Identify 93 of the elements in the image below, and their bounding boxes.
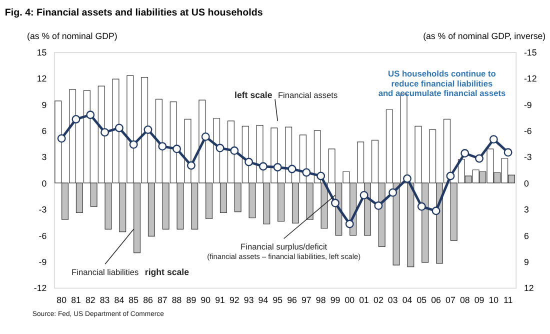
point xyxy=(460,149,470,158)
y-tick-label: -6 xyxy=(38,230,47,241)
point xyxy=(432,206,440,216)
x-tick-label: 99 xyxy=(330,294,340,305)
point xyxy=(100,128,110,137)
x-tick-label: 07 xyxy=(446,294,456,305)
y-tick-label: 3 xyxy=(42,152,47,162)
text: Financial surplus/deficit xyxy=(240,241,328,252)
point xyxy=(230,146,239,155)
point xyxy=(201,132,210,141)
annotation: left scale xyxy=(234,90,272,100)
x-tick-label: 82 xyxy=(85,294,96,305)
y2-tick-label: -12 xyxy=(524,74,537,84)
x-tick-label: 87 xyxy=(157,294,168,305)
point xyxy=(302,168,311,177)
y2-tick-label: 3 xyxy=(524,204,529,215)
x-tick-label: 09 xyxy=(474,294,484,305)
y2-tick-label: -15 xyxy=(524,47,537,58)
point xyxy=(388,188,398,197)
y2-tick-label: 6 xyxy=(524,230,529,241)
x-tick-label: 00 xyxy=(344,294,355,305)
point xyxy=(331,198,340,208)
point xyxy=(475,154,484,163)
x-tick-label: 83 xyxy=(100,294,110,305)
x-tick-label: 89 xyxy=(186,294,196,305)
x-tick-label: 10 xyxy=(488,294,499,305)
point xyxy=(273,163,282,172)
y-tick-label: 15 xyxy=(36,47,47,58)
y-tick-label: 12 xyxy=(36,74,47,84)
y2-axis-title: (as % of nominal GDP, inverse) xyxy=(423,30,546,41)
y-tick-label: 9 xyxy=(42,100,47,110)
x-tick-label: 93 xyxy=(244,294,254,305)
point xyxy=(504,148,512,157)
annotation: US households continue to reduce financial liabilities and accumulate financial assets xyxy=(378,68,506,98)
point xyxy=(86,110,95,120)
x-tick-label: 03 xyxy=(388,294,398,305)
x-tick-label: 04 xyxy=(402,294,412,305)
x-tick-label: 97 xyxy=(302,294,312,305)
y2-tick-label: 12 xyxy=(524,283,534,294)
point xyxy=(158,142,167,151)
y2-tick-label: -9 xyxy=(524,100,532,110)
x-tick-label: 11 xyxy=(503,294,513,305)
x-tick-label: 08 xyxy=(460,294,470,305)
x-tick-label: 84 xyxy=(114,294,124,305)
x-tick-label: 01 xyxy=(359,294,370,305)
y2-tick-label: 0 xyxy=(524,178,529,188)
x-tick-label: 81 xyxy=(71,294,81,305)
x-tick-label: 98 xyxy=(316,294,326,305)
point xyxy=(446,172,455,180)
y-tick-label: 0 xyxy=(42,178,47,188)
x-tick-label: 85 xyxy=(128,294,139,305)
x-tick-label: 06 xyxy=(431,294,442,305)
point xyxy=(258,162,268,171)
point xyxy=(489,135,498,144)
point xyxy=(316,172,326,180)
point xyxy=(144,125,152,134)
annotation: right scale xyxy=(144,266,190,277)
point xyxy=(57,134,66,143)
point xyxy=(114,124,124,132)
y-axis-title: (as % of nominal GDP) xyxy=(27,30,118,41)
x-tick-label: 80 xyxy=(56,294,67,305)
y2-tick-label: -3 xyxy=(524,152,532,162)
x-tick-label: 90 xyxy=(200,294,211,305)
point xyxy=(288,164,296,174)
x-tick-label: 95 xyxy=(272,294,283,305)
x-tick-label: 88 xyxy=(172,294,182,305)
y2-tick-label: 9 xyxy=(524,256,529,267)
point xyxy=(345,220,354,228)
x-tick-label: 96 xyxy=(287,294,298,305)
y-tick-label: -12 xyxy=(34,283,47,294)
series-label: Financial liabilities xyxy=(72,266,139,277)
point xyxy=(72,115,80,124)
point xyxy=(244,158,254,166)
x-tick-label: 92 xyxy=(230,294,240,305)
point xyxy=(216,144,224,152)
point xyxy=(374,201,383,210)
x-tick-label: 94 xyxy=(258,294,268,305)
text: Financial assets xyxy=(278,90,338,100)
point xyxy=(360,190,368,200)
x-tick-label: 02 xyxy=(374,294,384,305)
point xyxy=(172,144,182,154)
x-tick-label: 86 xyxy=(143,294,153,305)
y-tick-label: -9 xyxy=(38,256,47,267)
y-tick-label: -3 xyxy=(38,204,47,215)
chart-title: Fig. 4: Financial assets and liabilities at US households xyxy=(4,8,264,19)
x-tick-label: 91 xyxy=(215,294,226,305)
y-tick-label: 6 xyxy=(42,126,47,136)
y2-tick-label: -6 xyxy=(524,126,532,136)
point xyxy=(403,174,412,183)
point xyxy=(129,140,138,149)
point xyxy=(417,202,426,211)
point xyxy=(186,161,196,170)
x-tick-label: 05 xyxy=(416,294,427,305)
